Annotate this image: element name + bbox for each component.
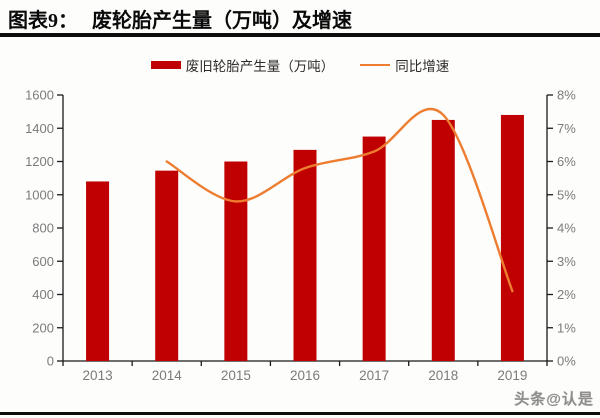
- legend-item-bars: 废旧轮胎产生量（万吨）: [150, 55, 335, 75]
- bar-2015: [224, 161, 248, 361]
- figure-title: 废轮胎产生量（万吨）及增速: [92, 9, 352, 32]
- bar-series-swatch-icon: [150, 61, 181, 69]
- top-divider: [0, 33, 600, 37]
- figure-header: 图表9： 废轮胎产生量（万吨）及增速: [8, 3, 592, 33]
- right-axis-tick-label: 6%: [557, 154, 576, 169]
- x-axis-label: 2013: [83, 368, 113, 383]
- right-axis-tick-label: 2%: [557, 287, 576, 302]
- legend-label-bars: 废旧轮胎产生量（万吨）: [185, 59, 335, 74]
- right-axis-tick-label: 8%: [557, 88, 576, 103]
- legend-item-line: 同比增速: [360, 55, 449, 75]
- left-axis-tick-label: 800: [32, 221, 54, 236]
- legend-label-line: 同比增速: [395, 59, 450, 74]
- left-axis-tick-label: 1600: [25, 88, 54, 103]
- right-axis-tick-label: 1%: [557, 320, 576, 335]
- growth-line: [165, 107, 514, 293]
- x-axis-label: 2014: [152, 368, 183, 383]
- x-axis-label: 2016: [290, 368, 320, 383]
- left-axis-tick-label: 1000: [25, 187, 54, 202]
- bar-2018: [431, 119, 455, 361]
- x-axis-label: 2015: [221, 368, 251, 383]
- bottom-divider: [0, 412, 600, 415]
- chart-legend: 废旧轮胎产生量（万吨） 同比增速: [0, 56, 600, 74]
- line-series-swatch-icon: [360, 64, 391, 66]
- left-axis-tick-label: 200: [32, 320, 54, 335]
- bar-2019: [500, 114, 524, 361]
- bar-2013: [86, 181, 110, 361]
- x-axis-label: 2018: [428, 368, 458, 383]
- right-axis-tick-label: 0%: [557, 354, 576, 369]
- bar-2014: [155, 170, 179, 361]
- left-axis-tick-label: 1200: [25, 154, 54, 169]
- right-axis-tick-label: 5%: [557, 187, 576, 202]
- right-axis-tick-label: 3%: [557, 254, 576, 269]
- right-axis-tick-label: 4%: [557, 221, 576, 236]
- bar-2016: [293, 149, 317, 361]
- watermark: 头条@认是: [514, 391, 594, 408]
- x-axis-label: 2017: [359, 368, 389, 383]
- x-axis-label: 2019: [497, 368, 527, 383]
- bar-2017: [362, 136, 386, 361]
- left-axis-tick-label: 600: [32, 254, 54, 269]
- right-axis-tick-label: 7%: [557, 121, 576, 136]
- left-axis-tick-label: 400: [32, 287, 54, 302]
- left-axis-tick-label: 0: [47, 354, 54, 369]
- left-axis-tick-label: 1400: [25, 121, 54, 136]
- figure-number: 图表9：: [8, 9, 78, 32]
